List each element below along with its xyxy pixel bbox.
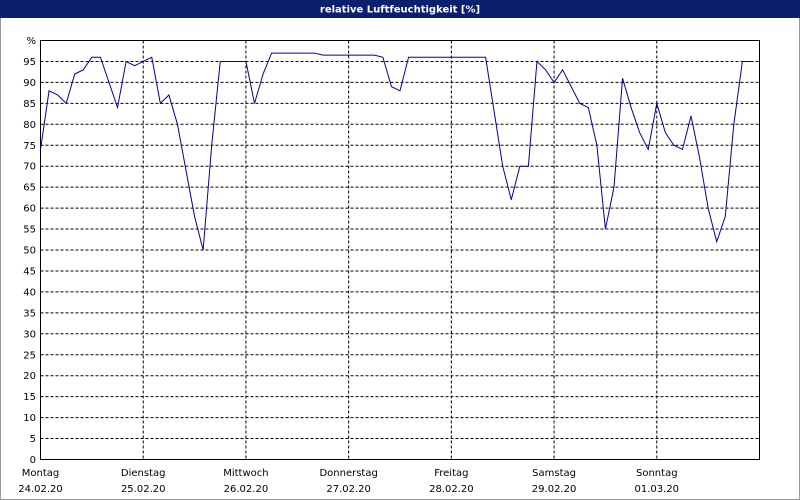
y-tick-label: 80 (23, 120, 36, 131)
chart-title: relative Luftfeuchtigkeit [%] (320, 5, 480, 16)
y-tick-label: % (26, 36, 36, 47)
x-tick-label: Montag (22, 468, 59, 479)
x-tick-label: Donnerstag (319, 468, 377, 479)
x-tick-date: 26.02.20 (224, 484, 269, 495)
x-tick-date: 28.02.20 (429, 484, 474, 495)
x-tick-date: 24.02.20 (18, 484, 63, 495)
y-tick-label: 5 (30, 434, 36, 445)
y-tick-label: 45 (23, 266, 36, 277)
y-tick-label: 70 (23, 162, 36, 173)
y-tick-label: 10 (23, 413, 36, 424)
x-tick-label: Freitag (434, 468, 468, 479)
data-line (40, 52, 751, 251)
x-tick-date: 29.02.20 (532, 484, 577, 495)
y-tick-label: 95 (23, 57, 36, 68)
x-tick-label: Dienstag (121, 468, 166, 479)
x-tick-date: 25.02.20 (121, 484, 166, 495)
y-tick-label: 40 (23, 287, 36, 298)
y-tick-label: 65 (23, 183, 36, 194)
x-tick-label: Samstag (532, 468, 576, 479)
y-tick-label: 20 (23, 371, 36, 382)
y-tick-label: 50 (23, 246, 36, 257)
plot-area (40, 40, 760, 460)
y-tick-label: 15 (23, 392, 36, 403)
y-tick-label: 30 (23, 329, 36, 340)
x-tick-date: 01.03.20 (635, 484, 680, 495)
y-tick-label: 55 (23, 225, 36, 236)
y-tick-label: 75 (23, 141, 36, 152)
y-tick-label: 60 (23, 204, 36, 215)
x-tick-date: 27.02.20 (326, 484, 371, 495)
y-tick-label: 25 (23, 350, 36, 361)
x-tick-label: Mittwoch (223, 468, 268, 479)
y-tick-label: 35 (23, 308, 36, 319)
y-tick-label: 0 (30, 455, 36, 466)
y-tick-label: 85 (23, 99, 36, 110)
y-tick-label: 90 (23, 78, 36, 89)
x-tick-label: Sonntag (636, 468, 678, 479)
title-bar (0, 0, 800, 18)
